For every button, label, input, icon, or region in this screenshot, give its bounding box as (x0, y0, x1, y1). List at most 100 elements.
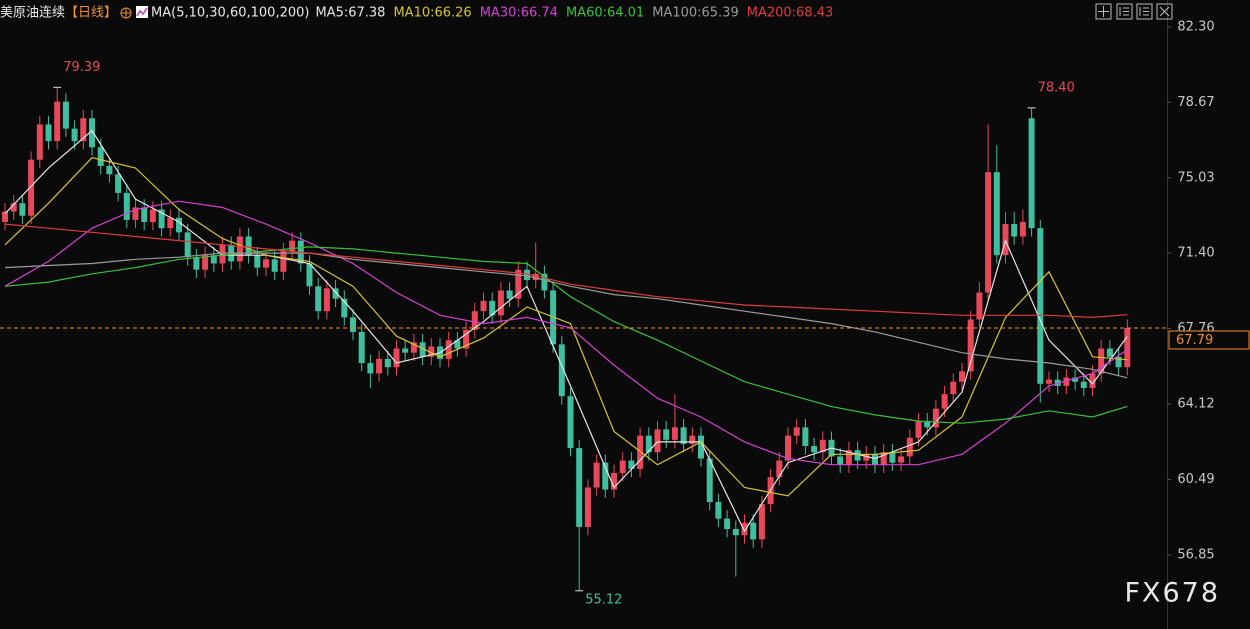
candle-body (663, 429, 670, 440)
period-label: 【日线】 (65, 6, 117, 21)
candle-body (106, 165, 113, 175)
toolbar-icon (1159, 6, 1170, 17)
candle-body (1063, 377, 1070, 386)
candle-body (785, 435, 791, 461)
y-tick-label: 75.03 (1177, 170, 1214, 185)
candle-body (419, 342, 426, 357)
candle-body (454, 340, 461, 349)
candle-body (167, 217, 174, 229)
legend-entry: MA60:64.01 (566, 6, 644, 21)
candle-body (1046, 379, 1052, 384)
candle-body (158, 209, 165, 229)
candle-body (689, 435, 696, 444)
candle-body (463, 329, 470, 349)
candle-body (2, 211, 8, 222)
candle-body (402, 348, 409, 353)
candle-body (1019, 221, 1026, 237)
ma-line (4, 252, 1128, 379)
candle-body (367, 363, 374, 374)
candle-body (97, 147, 104, 166)
candle-body (219, 244, 226, 264)
candle-body (123, 192, 130, 220)
candle-body (10, 203, 17, 212)
candle-body (567, 396, 574, 449)
candle-body (28, 159, 35, 216)
candle-body (602, 462, 609, 490)
candle-body (611, 472, 617, 490)
legend-entry: MA5:67.38 (315, 6, 385, 21)
candle-body (750, 522, 757, 540)
candle-body (80, 118, 87, 142)
candle-body (1106, 348, 1113, 357)
candle-body (532, 273, 539, 281)
candle-body (176, 217, 182, 233)
candle-body (428, 346, 435, 357)
candle-body (341, 298, 348, 318)
watermark: FX678 (1124, 578, 1220, 609)
candle-body (358, 331, 365, 364)
toolbar-icon (1119, 7, 1129, 16)
candle-body (758, 504, 765, 540)
y-tick-label: 64.12 (1177, 397, 1214, 412)
last-price-box (1168, 330, 1250, 350)
candle-body (645, 435, 652, 453)
plot-area: 79.39 78.40 55.12 (2, 60, 1131, 607)
candle-body (915, 421, 922, 438)
candle-body (811, 446, 818, 453)
toolbar-button[interactable] (1136, 3, 1153, 20)
candle-body (19, 203, 26, 216)
toolbar-button[interactable] (1156, 3, 1173, 20)
candle-body (471, 311, 478, 330)
candle-body (941, 394, 948, 409)
candle-body (1028, 118, 1035, 229)
indicator-icon-line (136, 7, 148, 17)
toolbar-button[interactable] (1095, 3, 1112, 20)
candle-body (637, 435, 644, 469)
candle-body (967, 319, 974, 372)
candle-body (819, 439, 826, 453)
annotation-label: 78.40 (1038, 80, 1075, 95)
candle-body (149, 209, 156, 222)
candle-body (1072, 377, 1079, 382)
candle-body (515, 269, 522, 299)
candle-body (36, 124, 43, 160)
candle-body (350, 317, 356, 332)
candle-body (332, 288, 339, 299)
candle-body (715, 502, 722, 519)
candle-body (845, 450, 852, 465)
last-price-label: 67.79 (1176, 333, 1213, 348)
candle-body (524, 269, 530, 281)
candle-body (480, 300, 487, 312)
candle-body (184, 232, 191, 258)
toolbar-icon (1139, 7, 1149, 16)
candle-body (793, 427, 800, 436)
ma-label: MA(5,10,30,60,100,200) (151, 6, 309, 21)
candle-body (802, 427, 809, 447)
candle-body (306, 263, 313, 287)
legend-entry: MA30:66.74 (480, 6, 558, 21)
candle-body (71, 128, 78, 142)
candle-body (445, 340, 452, 359)
candle-body (497, 290, 504, 316)
toolbar-button[interactable] (1116, 3, 1133, 20)
candle-body (854, 450, 861, 461)
candle-body (393, 348, 400, 368)
candle-body (776, 460, 783, 478)
candle-body (863, 454, 870, 461)
candle-body (576, 448, 583, 527)
candle-body (732, 529, 739, 536)
candle-body (889, 452, 896, 463)
ma-line (4, 129, 1128, 533)
candle-body (89, 118, 95, 148)
candle-body (236, 236, 243, 262)
candle-body (593, 462, 600, 488)
candle-body (45, 124, 52, 142)
candle-body (1011, 224, 1018, 237)
candle-body (880, 452, 887, 465)
candle-body (210, 255, 217, 264)
candle-body (906, 437, 913, 457)
candle-body (1080, 381, 1087, 388)
candle-body (985, 172, 992, 293)
candle-body (315, 286, 322, 312)
candle-body (115, 174, 122, 193)
